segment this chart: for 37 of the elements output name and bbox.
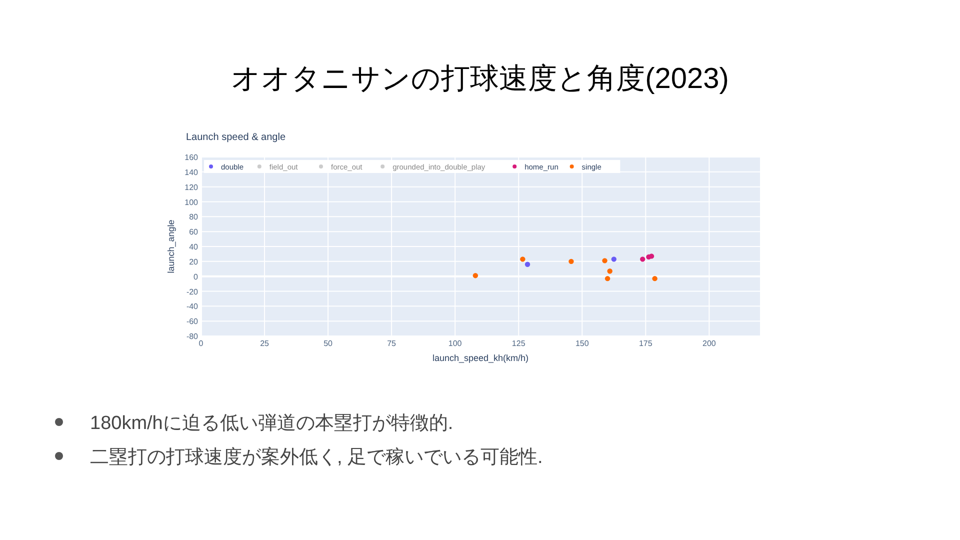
chart-title: オオタニサンの打球速度と角度(2023) (231, 63, 729, 95)
chart-subtitle: Launch speed & angle (186, 132, 286, 143)
x-tick-label: 75 (387, 339, 397, 348)
point (602, 258, 608, 264)
y-tick-label: 140 (184, 168, 199, 177)
y-tick-label: 60 (189, 228, 199, 237)
point (640, 256, 646, 262)
point (604, 276, 610, 282)
point (520, 256, 526, 262)
x-tick-label: 25 (260, 339, 270, 348)
point (472, 272, 478, 278)
x-tick-label: 200 (702, 339, 716, 348)
y-tick-label: 0 (194, 272, 199, 282)
x-tick-label: 50 (324, 339, 334, 348)
y-tick-label: 40 (189, 242, 199, 252)
y-tick-label: 20 (189, 257, 199, 266)
text: 二塁打の打球速度が案外低く, 足で稼いでいる可能性. (90, 446, 543, 468)
y-axis-title: launch_angle (166, 220, 176, 274)
x-tick-label: 150 (575, 339, 590, 348)
y-tick-label: 160 (184, 153, 199, 162)
x-tick-label: 125 (512, 339, 526, 348)
y-tick-label: 100 (184, 198, 199, 207)
text: 180km/hに迫る低い弾道の本塁打が特徴的. (90, 413, 454, 434)
point (524, 262, 530, 267)
y-tick-label: -40 (186, 302, 199, 312)
x-axis-title: launch_speed_kh(km/h) (432, 353, 529, 363)
x-tick-label: 100 (448, 339, 462, 348)
point (611, 256, 616, 262)
point (652, 276, 658, 282)
y-tick-label: 120 (184, 182, 199, 192)
y-tick-label: -20 (186, 287, 199, 296)
y-tick-label: -80 (186, 332, 199, 341)
point (568, 258, 574, 264)
x-tick-label: 175 (638, 339, 653, 348)
y-tick-label: -60 (186, 317, 199, 326)
y-tick-label: 80 (189, 212, 199, 222)
point (607, 268, 612, 274)
